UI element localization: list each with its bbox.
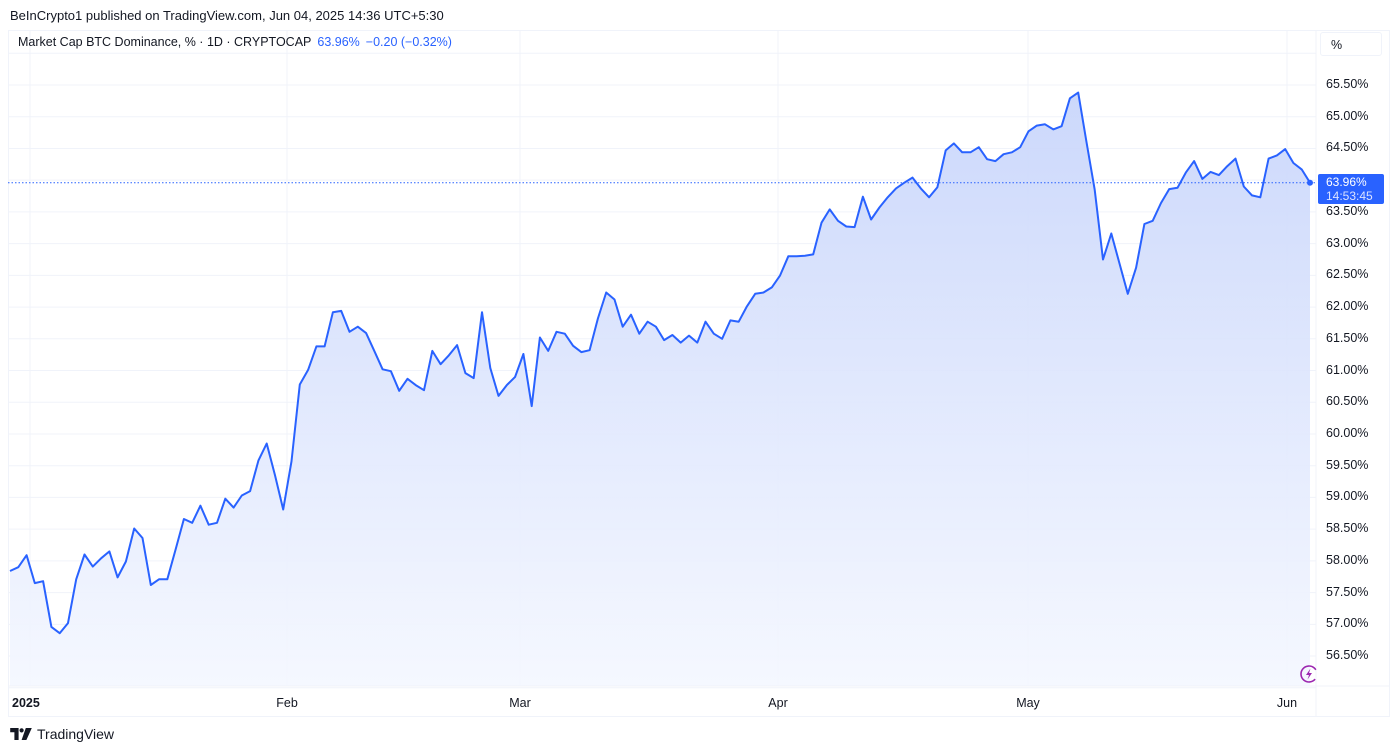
price-axis-label: 61.00% [1326, 362, 1369, 377]
price-axis-label: 65.00% [1326, 108, 1369, 123]
tradingview-logo-icon [10, 728, 32, 740]
time-axis-label: Feb [276, 696, 298, 710]
last-price-tag: 63.96% 14:53:45 [1318, 174, 1384, 204]
lightning-icon[interactable] [1299, 664, 1319, 684]
last-price-value: 63.96% [1326, 175, 1367, 189]
time-axis-label: May [1016, 696, 1040, 710]
last-point-marker [1307, 179, 1313, 186]
time-axis-label: Jun [1276, 696, 1298, 710]
legend-change: −0.20 (−0.32%) [365, 35, 452, 49]
time-axis-label: Apr [768, 696, 788, 710]
price-axis-label: 58.00% [1326, 552, 1369, 567]
bar-countdown: 14:53:45 [1326, 189, 1373, 203]
price-axis-label: 59.50% [1326, 457, 1369, 472]
chart-frame [8, 30, 1390, 717]
footer-brand[interactable]: TradingView [10, 726, 114, 742]
footer-brand-label: TradingView [37, 726, 115, 742]
area-fill [10, 92, 1310, 687]
price-axis-label: 63.50% [1326, 203, 1369, 218]
price-axis-label: 60.00% [1326, 425, 1369, 440]
publish-info: BeInCrypto1 published on TradingView.com… [10, 8, 444, 23]
price-axis-label: 64.50% [1326, 140, 1369, 155]
price-axis-label: 57.50% [1326, 584, 1369, 599]
time-axis-label: 2025 [12, 696, 40, 710]
series-legend[interactable]: Market Cap BTC Dominance, % · 1D · CRYPT… [18, 35, 452, 49]
legend-symbol: Market Cap BTC Dominance, % · 1D · CRYPT… [18, 35, 312, 49]
scale-unit-button[interactable]: % [1320, 32, 1382, 56]
price-axis-label: 60.50% [1326, 394, 1369, 409]
price-axis-label: 59.00% [1326, 489, 1369, 504]
time-axis-label: Mar [509, 696, 531, 710]
price-axis-label: 62.00% [1326, 299, 1369, 314]
dominance-line-series[interactable] [9, 91, 1311, 635]
legend-last-value: 63.96% [317, 35, 360, 49]
price-axis-label: 61.50% [1326, 330, 1369, 345]
price-axis-label: 62.50% [1326, 267, 1369, 282]
price-axis-label: 65.50% [1326, 77, 1369, 91]
price-axis-label: 56.50% [1326, 648, 1369, 663]
price-axis-label: 57.00% [1326, 616, 1369, 631]
price-axis-label: 63.00% [1326, 235, 1369, 250]
price-axis-label: 58.50% [1326, 521, 1369, 536]
